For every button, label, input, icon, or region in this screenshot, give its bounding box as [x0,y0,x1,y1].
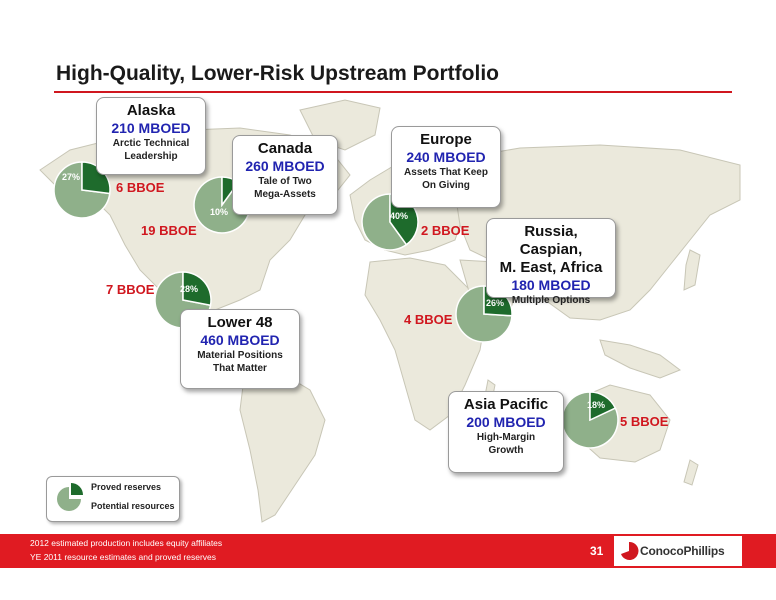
company-logo: ConocoPhillips [614,536,742,566]
pie-proved-lower48 [182,271,212,307]
region-name: Asia Pacific [463,396,549,413]
callout-europe: Europe 240 MBOED Assets That Keep On Giv… [391,126,501,208]
pie-proved-asia-pacific [589,391,617,422]
page-number: 31 [590,544,604,558]
logo-text: ConocoPhillips [640,544,725,558]
footer-note-production: 2012 estimated production includes equit… [30,538,223,548]
region-description: That Matter [213,363,267,374]
legend-proved-label: Proved reserves [91,482,162,492]
region-description: Tale of Two [258,176,312,187]
legend-pie-icon [57,483,83,511]
pie-potential-europe [361,193,408,251]
callout-alaska: Alaska 210 MBOED Arctic Technical Leader… [96,97,206,175]
footer-note-resources: YE 2011 resource estimates and proved re… [30,552,216,562]
southeast-asia-islands [599,339,682,379]
region-description: Assets That Keep [404,167,488,178]
japan-landmass [683,249,701,291]
region-name: M. East, Africa [499,259,603,276]
region-description: Arctic Technical [112,138,190,149]
pie-label-russia: 26% [486,298,505,308]
callout-asia-pacific: Asia Pacific 200 MBOED High-Margin Growt… [448,391,564,473]
region-production: 260 MBOED [245,158,325,174]
pie-label-alaska: 27% [62,172,81,182]
resources-lower48: 7 BBOE [106,282,155,297]
callout-russia-caspian: Russia, Caspian, M. East, Africa 180 MBO… [486,218,616,306]
region-production: 240 MBOED [406,149,486,165]
resources-russia-caspian: 4 BBOE [404,312,453,327]
callout-lower48: Lower 48 460 MBOED Material Positions Th… [180,309,300,389]
pie-label-asia: 18% [587,400,606,410]
south-america-landmass [239,369,326,523]
region-description: Multiple Options [511,295,591,306]
title-underline [54,91,732,93]
region-production: 200 MBOED [466,414,546,430]
resources-canada: 19 BBOE [141,223,197,238]
region-production: 210 MBOED [111,120,191,136]
page-title: High-Quality, Lower-Risk Upstream Portfo… [56,62,499,85]
region-name: Russia, Caspian, [519,223,583,258]
region-name: Alaska [126,102,176,119]
legend: Proved reserves Potential resources [46,476,180,522]
pie-label-lower48: 28% [180,284,199,294]
pie-label-canada: 10% [210,207,229,217]
legend-potential-label: Potential resources [91,501,175,511]
resources-asia-pacific: 5 BBOE [620,414,669,429]
resources-europe: 2 BBOE [421,223,470,238]
region-description: On Giving [422,180,470,191]
callout-canada: Canada 260 MBOED Tale of Two Mega-Assets [232,135,338,215]
region-production: 460 MBOED [200,332,280,348]
legend-proved-slice [71,483,83,495]
region-name: Lower 48 [207,314,273,331]
region-description: Leadership [124,151,178,162]
region-description: Mega-Assets [254,189,316,200]
resources-alaska: 6 BBOE [116,180,165,195]
region-description: Growth [488,445,524,456]
legend-potential-slice [57,487,81,511]
region-name: Europe [420,131,472,148]
region-description: Material Positions [197,350,283,361]
new-zealand-landmass [683,459,699,486]
logo-mark-icon [621,541,639,560]
region-description: High-Margin [476,432,536,443]
pie-label-europe: 40% [390,211,409,221]
region-name: Canada [257,140,313,157]
region-production: 180 MBOED [511,277,591,293]
